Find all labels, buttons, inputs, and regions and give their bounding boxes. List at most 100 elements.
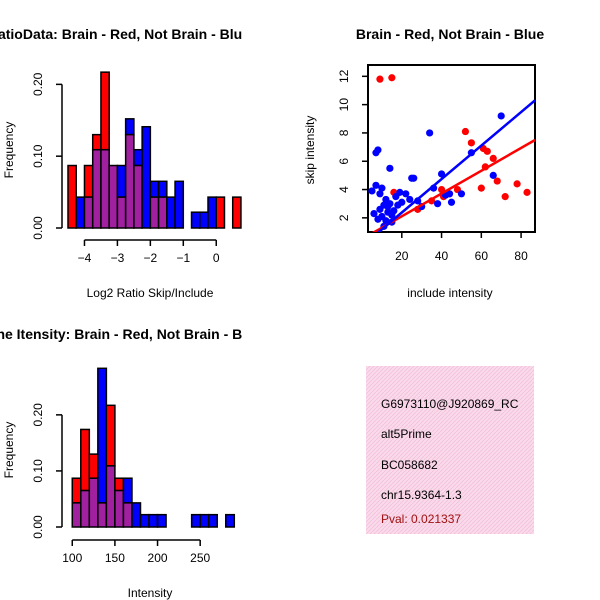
not-brain-bar <box>122 477 133 504</box>
not-brain-bar <box>139 513 150 528</box>
not-brain-bar <box>225 513 236 528</box>
not-brain-point <box>402 190 410 198</box>
scatter-y-axis: 2 4 6 8 10 12 <box>337 69 368 221</box>
overlap-bar <box>157 196 168 229</box>
not-brain-point <box>437 170 446 178</box>
overlap-bar <box>83 196 94 229</box>
brain-bar <box>100 71 110 151</box>
not-brain-point <box>390 207 398 215</box>
brain-point <box>493 177 501 185</box>
overlap-bar <box>97 502 108 528</box>
y-tick-label: 0.10 <box>31 459 45 483</box>
not-brain-point <box>426 129 434 137</box>
not-brain-bar <box>116 164 127 198</box>
scatter-frame <box>367 64 536 233</box>
overlap-bar <box>71 502 82 528</box>
not-brain-point <box>445 190 454 198</box>
brain-point <box>523 188 531 196</box>
not-brain-point <box>368 187 376 195</box>
not-brain-point <box>489 171 497 179</box>
overlap-bar <box>80 489 91 528</box>
brain-point <box>501 193 509 201</box>
brain-bar <box>67 164 77 229</box>
x-tick-label: 100 <box>62 551 82 565</box>
y-tick-label: 2 <box>337 214 351 221</box>
brain-point <box>461 127 470 136</box>
brain-bar <box>80 428 91 492</box>
intensity-histogram-panel: Gene Itensity: Brain - Red, Not Brain - … <box>0 326 242 600</box>
not-brain-point <box>398 198 406 206</box>
y-tick-label: 4 <box>337 186 351 193</box>
overlap-bar <box>124 133 135 229</box>
overlap-bar <box>116 196 127 229</box>
x-tick-label: −4 <box>78 251 92 265</box>
y-tick-label: 0.10 <box>31 144 45 168</box>
info-gene-id: G6973110@J920869_RC <box>381 397 519 411</box>
not-brain-fit-line <box>376 99 535 232</box>
overlap-bar <box>133 164 143 229</box>
x-tick-label: 250 <box>190 551 210 565</box>
not-brain-point <box>457 190 466 198</box>
info-accession: BC058682 <box>381 458 438 472</box>
intensity-hist-ylabel: Frequency <box>2 422 16 479</box>
not-brain-bar <box>207 196 217 229</box>
not-brain-bar <box>190 211 201 229</box>
not-brain-bar <box>124 118 135 136</box>
brain-bar <box>105 404 116 467</box>
ratio-hist-bars <box>67 71 242 229</box>
x-tick-label: −3 <box>111 251 125 265</box>
scatter-x-axis: 20 40 60 80 <box>395 232 528 263</box>
brain-bar <box>91 133 102 151</box>
overlap-bar <box>88 477 99 528</box>
intensity-hist-bars <box>71 367 236 528</box>
x-tick-label: −2 <box>144 251 158 265</box>
not-brain-bar <box>207 513 218 528</box>
info-pval: Pval: 0.021337 <box>381 512 461 526</box>
not-brain-point <box>447 198 456 206</box>
overlap-bar <box>114 489 125 528</box>
not-brain-bar <box>141 125 152 229</box>
info-event-type: alt5Prime <box>381 427 432 441</box>
overlap-bar <box>105 465 116 528</box>
not-brain-bar <box>149 180 160 198</box>
ratio-hist-y-axis: 0.00 0.10 0.20 <box>31 72 63 240</box>
x-tick-label: 0 <box>213 251 220 265</box>
scatter-xlabel: include intensity <box>407 286 492 300</box>
not-brain-point <box>370 210 378 218</box>
overlap-bar <box>91 148 102 229</box>
intensity-hist-title: Gene Itensity: Brain - Red, Not Brain - … <box>0 326 242 342</box>
intensity-hist-x-axis: 100 150 200 250 <box>62 539 211 565</box>
y-tick-label: 0.20 <box>31 403 45 427</box>
y-tick-label: 12 <box>337 69 351 83</box>
x-tick-label: 200 <box>148 551 168 565</box>
not-brain-point <box>374 146 382 154</box>
brain-point <box>513 180 521 188</box>
brain-bar <box>215 196 226 229</box>
x-tick-label: 150 <box>105 551 125 565</box>
not-brain-bar <box>166 196 176 229</box>
intensity-hist-xlabel: Intensity <box>128 586 173 600</box>
not-brain-bar <box>148 513 159 528</box>
brain-point <box>467 139 475 147</box>
overlap-bar <box>122 502 133 528</box>
info-box-background <box>366 366 534 534</box>
not-brain-point <box>386 200 394 208</box>
brain-point <box>388 74 396 82</box>
not-brain-bar <box>131 502 142 528</box>
brain-point <box>477 184 485 192</box>
x-tick-label: 60 <box>475 249 489 263</box>
not-brain-bar <box>97 367 108 504</box>
not-brain-bar <box>156 513 167 528</box>
brain-bar <box>71 477 82 504</box>
brain-bar <box>114 477 125 492</box>
info-location: chr15.9364-1.3 <box>381 488 462 502</box>
x-tick-label: 80 <box>514 249 528 263</box>
y-tick-label: 0.20 <box>31 72 45 96</box>
not-brain-point <box>406 195 414 204</box>
not-brain-bar <box>199 513 210 528</box>
ratio-hist-x-axis: −4 −3 −2 −1 0 <box>78 239 220 265</box>
not-brain-bar <box>157 180 168 198</box>
y-tick-label: 8 <box>337 129 351 136</box>
not-brain-bar <box>190 513 201 528</box>
